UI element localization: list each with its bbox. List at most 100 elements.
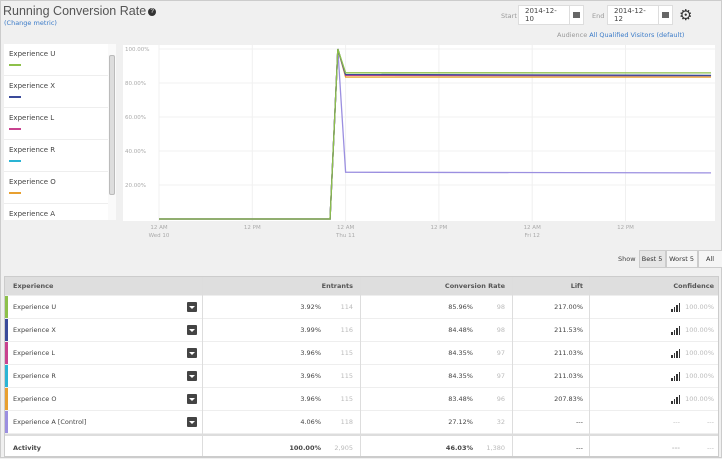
column-divider — [360, 277, 361, 456]
legend-label: Experience U — [9, 50, 56, 58]
start-date-picker[interactable]: 2014-12-10 — [518, 5, 584, 25]
entrants-count: 116 — [340, 326, 353, 334]
start-date-input[interactable]: 2014-12-10 — [525, 7, 557, 23]
calendar-icon[interactable] — [658, 5, 672, 25]
col-entrants: Entrants — [321, 282, 353, 290]
conversion-rate: 84.48% — [448, 326, 473, 334]
title-text: Running Conversion Rate — [3, 4, 147, 18]
dropdown-icon[interactable] — [187, 302, 197, 312]
legend-item[interactable]: Experience X — [4, 76, 108, 108]
y-tick-label: 20.00% — [125, 183, 146, 189]
color-bar — [5, 319, 8, 341]
column-divider — [512, 277, 513, 456]
table-row: Experience L 3.96% 115 84.35% 97 211.03%… — [5, 342, 718, 365]
entrants-pct: 3.92% — [300, 303, 321, 311]
show-label: Show — [618, 255, 636, 263]
series-line-experience-u — [159, 48, 712, 220]
dropdown-icon[interactable] — [187, 417, 197, 427]
end-date-input[interactable]: 2014-12-12 — [614, 7, 646, 23]
x-tick-label: 12 AM — [337, 225, 355, 231]
table-row: Experience O 3.96% 115 83.48% 96 207.83%… — [5, 388, 718, 411]
dropdown-icon[interactable] — [187, 371, 197, 381]
column-divider — [202, 277, 203, 456]
x-tick-label: 12 PM — [617, 225, 634, 231]
end-label: End — [592, 12, 605, 20]
best-5-button[interactable]: Best 5 — [638, 250, 666, 268]
conversions: 98 — [496, 303, 505, 311]
legend-item[interactable]: Experience O — [4, 172, 108, 204]
change-metric-link[interactable]: (Change metric) — [4, 19, 57, 27]
col-conversion-rate: Conversion Rate — [444, 282, 505, 290]
dropdown-icon[interactable] — [187, 348, 197, 358]
color-bar — [5, 296, 8, 318]
color-bar — [5, 411, 8, 433]
legend-label: Experience O — [9, 178, 56, 186]
audience-link[interactable]: All Qualified Visitors (default) — [589, 31, 685, 39]
help-icon[interactable]: ? — [148, 7, 157, 16]
page-title: Running Conversion Rate? — [3, 4, 157, 18]
entrants-count: 115 — [340, 349, 353, 357]
legend-label: Experience A — [9, 210, 56, 218]
column-divider — [589, 277, 590, 456]
lift: 217.00% — [554, 303, 583, 311]
start-label: Start — [501, 12, 517, 20]
legend-item[interactable]: Experience R — [4, 140, 108, 172]
confidence: 100.00% — [685, 349, 714, 357]
lift: 207.83% — [554, 395, 583, 403]
signal-strength-icon — [671, 348, 680, 358]
table-row: Experience A [Control] 4.06% 118 27.12% … — [5, 411, 718, 434]
y-tick-label: 80.00% — [125, 81, 146, 87]
lift: 211.03% — [554, 349, 583, 357]
confidence: --- — [706, 443, 714, 452]
experience-name[interactable]: Experience X — [13, 326, 56, 334]
color-bar — [5, 388, 8, 410]
legend-scrollbar[interactable] — [108, 44, 116, 220]
legend-item[interactable]: Experience L — [4, 108, 108, 140]
y-tick-label: 100.00% — [125, 47, 149, 53]
color-bar — [5, 365, 8, 387]
experience-name[interactable]: Experience A [Control] — [13, 418, 87, 426]
entrants-count: 115 — [340, 395, 353, 403]
y-tick-label: 60.00% — [125, 115, 146, 121]
experience-name[interactable]: Experience U — [13, 303, 57, 311]
confidence: 100.00% — [685, 372, 714, 380]
conversions: 97 — [496, 349, 505, 357]
confidence: 100.00% — [685, 395, 714, 403]
entrants-pct: 3.96% — [300, 395, 321, 403]
end-date-picker[interactable]: 2014-12-12 — [607, 5, 673, 25]
divider — [5, 434, 718, 436]
gear-icon[interactable]: ⚙ — [679, 6, 693, 24]
calendar-icon[interactable] — [569, 5, 583, 25]
signal-strength-icon — [671, 302, 680, 312]
x-tick-sublabel: Fri 12 — [525, 233, 540, 239]
line-chart: 100.00% 80.00% 60.00% 40.00% 20.00% — [123, 45, 715, 221]
entrants-pct: 3.96% — [300, 349, 321, 357]
legend-list: Experience U Experience X Experience L Expe… — [4, 44, 108, 220]
legend-item[interactable]: Experience U — [4, 44, 108, 76]
results-table: Experience Entrants Conversion Rate Lift… — [4, 276, 719, 457]
experience-name[interactable]: Experience O — [13, 395, 57, 403]
experience-name[interactable]: Experience R — [13, 372, 56, 380]
y-tick-label: 40.00% — [125, 149, 146, 155]
show-filter: Show Best 5 Worst 5 All — [618, 250, 722, 268]
experience-name: Activity — [13, 443, 42, 452]
conversion-rate: 84.35% — [448, 372, 473, 380]
signal-strength-icon — [671, 325, 680, 335]
worst-5-button[interactable]: Worst 5 — [665, 250, 698, 268]
audience: Audience All Qualified Visitors (default… — [557, 31, 684, 39]
all-button[interactable]: All — [697, 250, 722, 268]
col-lift: Lift — [570, 282, 583, 290]
conversions: 32 — [496, 418, 505, 426]
conversions: 96 — [496, 395, 505, 403]
dropdown-icon[interactable] — [187, 394, 197, 404]
table-header: Experience Entrants Conversion Rate Lift… — [5, 277, 718, 296]
dropdown-icon[interactable] — [187, 325, 197, 335]
col-experience: Experience — [13, 282, 54, 290]
legend-item[interactable]: Experience A — [4, 204, 108, 220]
x-tick-label: 12 AM — [524, 225, 542, 231]
experience-name[interactable]: Experience L — [13, 349, 55, 357]
scroll-thumb[interactable] — [109, 55, 115, 195]
x-axis: 12 AM Wed 10 12 PM 12 AM Thu 11 12 PM 12 AM Fri… — [149, 225, 635, 239]
confidence: --- — [706, 418, 714, 426]
entrants-count: 114 — [340, 303, 353, 311]
